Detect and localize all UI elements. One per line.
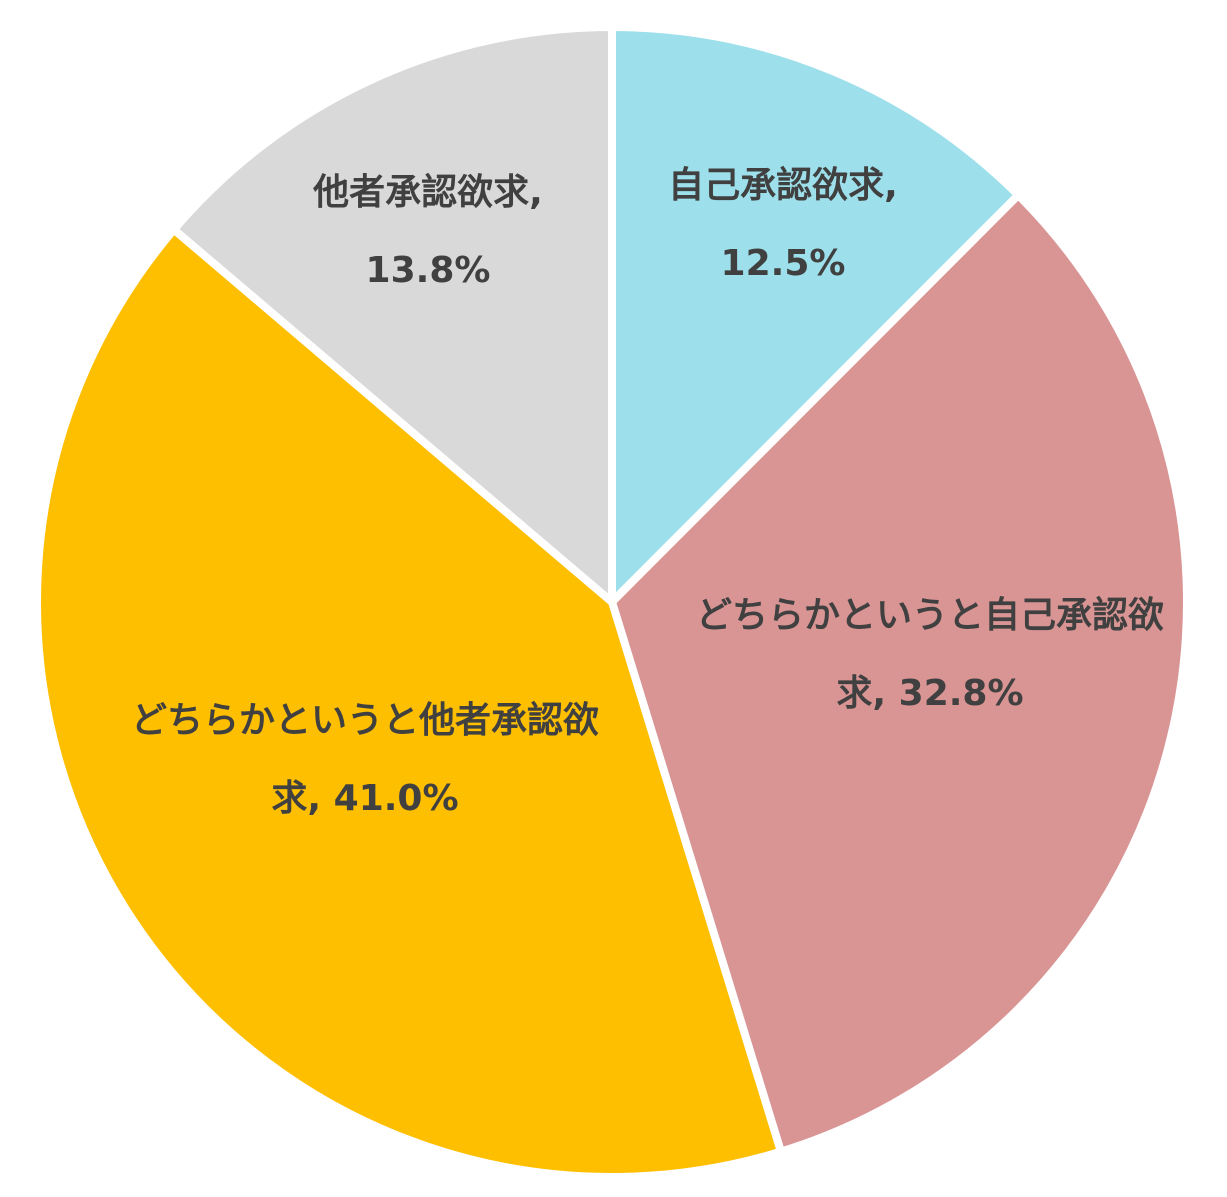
category-label: どちらかというと自己承認欲求,	[695, 595, 1164, 714]
pie-slice	[608, 22, 1024, 612]
category-label: どちらかというと他者承認欲求,	[130, 700, 599, 819]
pie-slice	[607, 189, 1191, 1157]
value-label: 32.8%	[898, 673, 1024, 714]
slice-label: どちらかというと自己承認欲求, 32.8%	[690, 577, 1170, 733]
pie-slice	[33, 223, 786, 1181]
slice-label: 他者承認欲求, 13.8%	[283, 154, 573, 310]
category-label: 自己承認欲求,	[668, 165, 898, 206]
value-label: 12.5%	[720, 243, 846, 284]
value-label: 41.0%	[333, 778, 459, 819]
category-label: 他者承認欲求,	[313, 172, 543, 213]
pie-slice	[168, 22, 616, 611]
slice-label: どちらかというと他者承認欲求, 41.0%	[125, 682, 605, 838]
slice-label: 自己承認欲求, 12.5%	[638, 147, 928, 303]
value-label: 13.8%	[365, 250, 491, 291]
